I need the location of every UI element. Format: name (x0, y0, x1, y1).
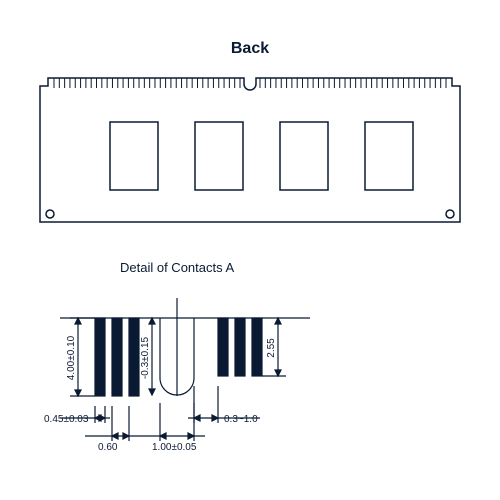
dim-w-tab: 1.00±0.05 (152, 442, 197, 453)
dim-w-gap: 0.3~1.0 (224, 414, 258, 425)
dim-h-left: 4.00±0.10 (66, 335, 77, 380)
dim-h-right: 2.55 (266, 338, 277, 358)
contacts-detail: 4.00±0.10 -0.3±0.15 2.55 0.45±0.03 0.60 … (0, 278, 500, 498)
module-outline (0, 62, 500, 242)
chip-rect (280, 122, 328, 190)
dim-h-tab: -0.3±0.15 (140, 336, 151, 379)
back-label: Back (0, 40, 500, 58)
detail-label: Detail of Contacts A (120, 260, 234, 275)
chip-rect (195, 122, 243, 190)
chip-rect (110, 122, 158, 190)
dim-w-pitch: 0.60 (98, 442, 118, 453)
dim-w-pin: 0.45±0.03 (44, 414, 89, 425)
chip-rect (365, 122, 413, 190)
